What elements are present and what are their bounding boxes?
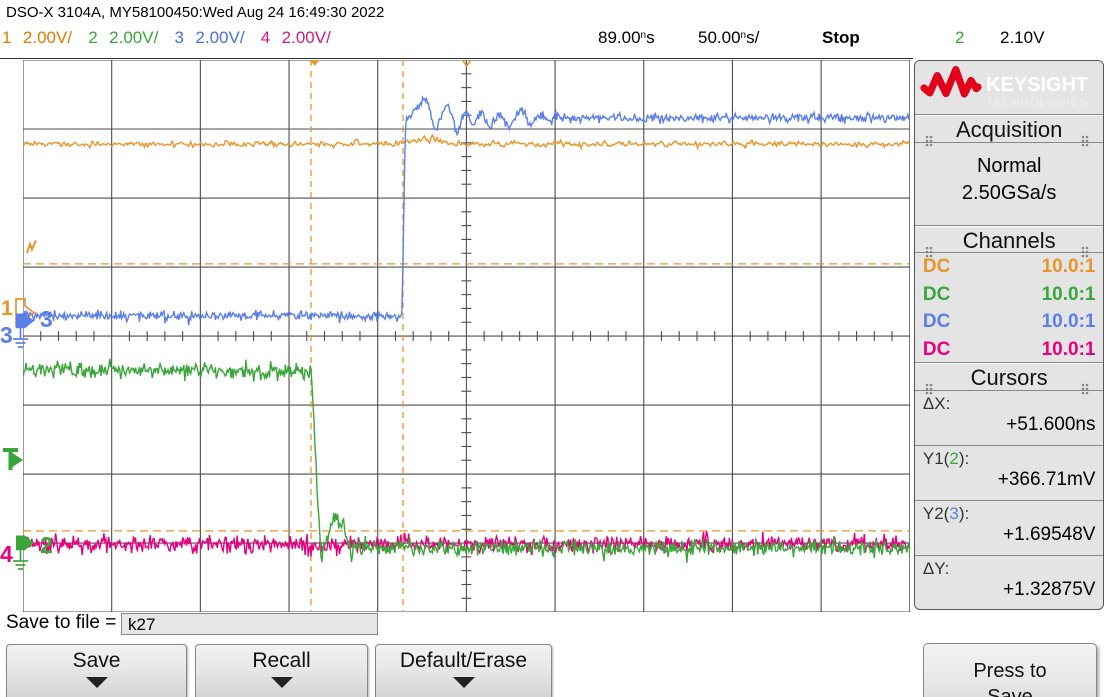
- svg-text:4: 4: [0, 541, 13, 567]
- svg-text:3: 3: [0, 322, 13, 348]
- svg-text:KEYSIGHT: KEYSIGHT: [986, 74, 1088, 96]
- svg-text:1: 1: [1, 297, 13, 320]
- svg-text:TECHNOLOGIES: TECHNOLOGIES: [986, 97, 1088, 109]
